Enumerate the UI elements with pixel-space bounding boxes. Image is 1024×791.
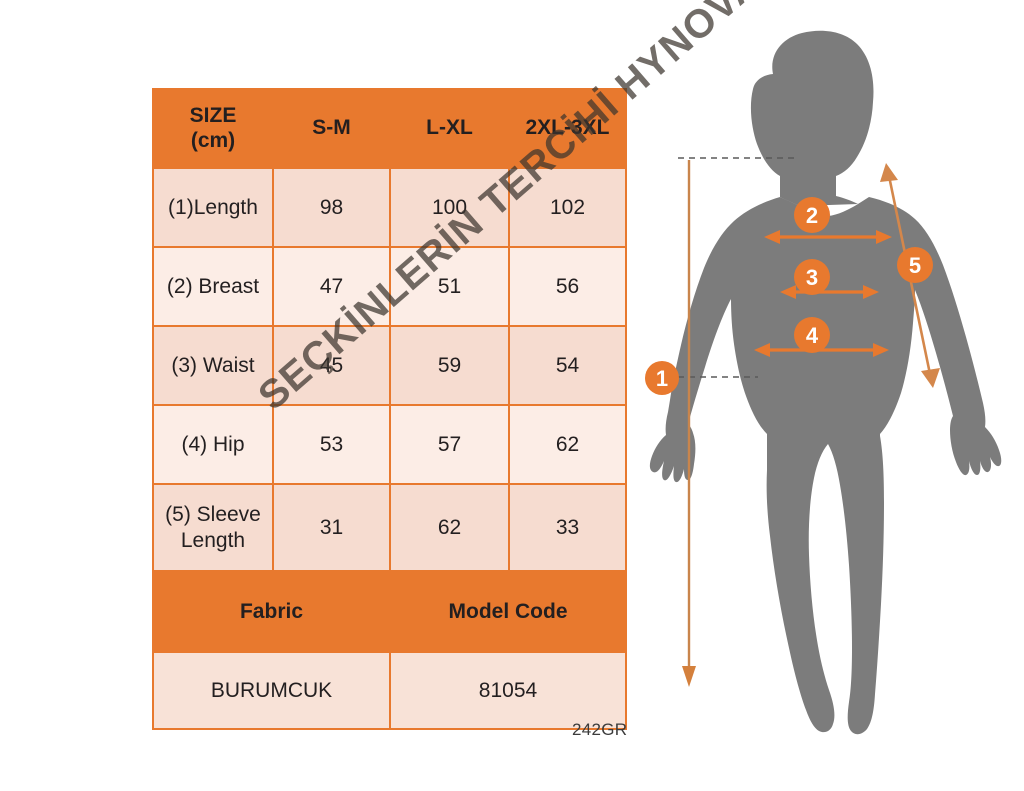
row-label-waist: (3) Waist bbox=[152, 325, 274, 406]
marker-badge-4-label: 4 bbox=[806, 323, 819, 348]
cell-length-sm: 98 bbox=[272, 167, 391, 248]
header-col-lxl: L-XL bbox=[389, 88, 510, 169]
header-size-line1: SIZE bbox=[189, 103, 237, 127]
cell-breast-2xl: 56 bbox=[508, 246, 627, 327]
measurement-figure-panel: 1 2 3 4 5 bbox=[630, 20, 1010, 770]
row-label-sleeve-length: (5) Sleeve Length bbox=[152, 483, 274, 572]
cell-waist-2xl: 54 bbox=[508, 325, 627, 406]
marker-badge-5: 5 bbox=[897, 247, 933, 283]
header-model-code: Model Code bbox=[389, 570, 627, 653]
header-size-line2: (cm) bbox=[190, 128, 236, 152]
weight-caption: 242GR bbox=[572, 720, 628, 739]
marker-badge-3: 3 bbox=[794, 259, 830, 295]
cell-hip-sm: 53 bbox=[272, 404, 391, 485]
row-label-hip: (4) Hip bbox=[152, 404, 274, 485]
cell-breast-lxl: 51 bbox=[389, 246, 510, 327]
row-label-length: (1)Length bbox=[152, 167, 274, 248]
marker-badge-2: 2 bbox=[794, 197, 830, 233]
cell-sleeve-lxl: 62 bbox=[389, 483, 510, 572]
marker-badge-1-label: 1 bbox=[656, 366, 668, 391]
header-fabric: Fabric bbox=[152, 570, 391, 653]
arrow-head-waist-left bbox=[780, 285, 796, 299]
measure-arrow-length bbox=[682, 160, 696, 687]
row-label-breast: (2) Breast bbox=[152, 246, 274, 327]
cell-fabric-value: BURUMCUK bbox=[152, 651, 391, 730]
header-size-cm: SIZE (cm) bbox=[152, 88, 274, 169]
cell-sleeve-sm: 31 bbox=[272, 483, 391, 572]
cell-waist-lxl: 59 bbox=[389, 325, 510, 406]
table-header-row: SIZE (cm) S-M L-XL 2XL-3XL bbox=[152, 88, 627, 169]
row-label-sleeve-line2: Length bbox=[180, 528, 246, 552]
table-row: (3) Waist 45 59 54 bbox=[152, 325, 627, 406]
cell-hip-2xl: 62 bbox=[508, 404, 627, 485]
marker-badge-1: 1 bbox=[645, 361, 679, 395]
arrow-head-hip-right bbox=[873, 343, 889, 357]
table-row: (1)Length 98 100 102 bbox=[152, 167, 627, 248]
table-footer-header-row: Fabric Model Code bbox=[152, 570, 627, 653]
table-row: (5) Sleeve Length 31 62 33 bbox=[152, 483, 627, 572]
cell-length-lxl: 100 bbox=[389, 167, 510, 248]
header-col-2xl3xl: 2XL-3XL bbox=[508, 88, 627, 169]
marker-badge-5-label: 5 bbox=[909, 253, 921, 278]
header-col-sm: S-M bbox=[272, 88, 391, 169]
table-footer-value-row: BURUMCUK 81054 bbox=[152, 651, 627, 730]
marker-badge-3-label: 3 bbox=[806, 265, 818, 290]
table-row: (2) Breast 47 51 56 bbox=[152, 246, 627, 327]
arrow-head-breast-left bbox=[764, 230, 780, 244]
arrow-head-waist-right bbox=[863, 285, 879, 299]
table-row: (4) Hip 53 57 62 bbox=[152, 404, 627, 485]
cell-model-code-value: 81054 bbox=[389, 651, 627, 730]
size-chart-table: SIZE (cm) S-M L-XL 2XL-3XL (1)Length 98 … bbox=[152, 88, 627, 730]
cell-breast-sm: 47 bbox=[272, 246, 391, 327]
marker-badge-4: 4 bbox=[794, 317, 830, 353]
cell-hip-lxl: 57 bbox=[389, 404, 510, 485]
arrow-head-breast-right bbox=[876, 230, 892, 244]
arrow-head-hip-left bbox=[754, 343, 770, 357]
marker-badge-2-label: 2 bbox=[806, 203, 818, 228]
row-label-sleeve-line1: (5) Sleeve bbox=[165, 503, 261, 527]
cell-waist-sm: 45 bbox=[272, 325, 391, 406]
cell-sleeve-2xl: 33 bbox=[508, 483, 627, 572]
cell-length-2xl: 102 bbox=[508, 167, 627, 248]
female-silhouette-icon bbox=[649, 30, 1002, 735]
